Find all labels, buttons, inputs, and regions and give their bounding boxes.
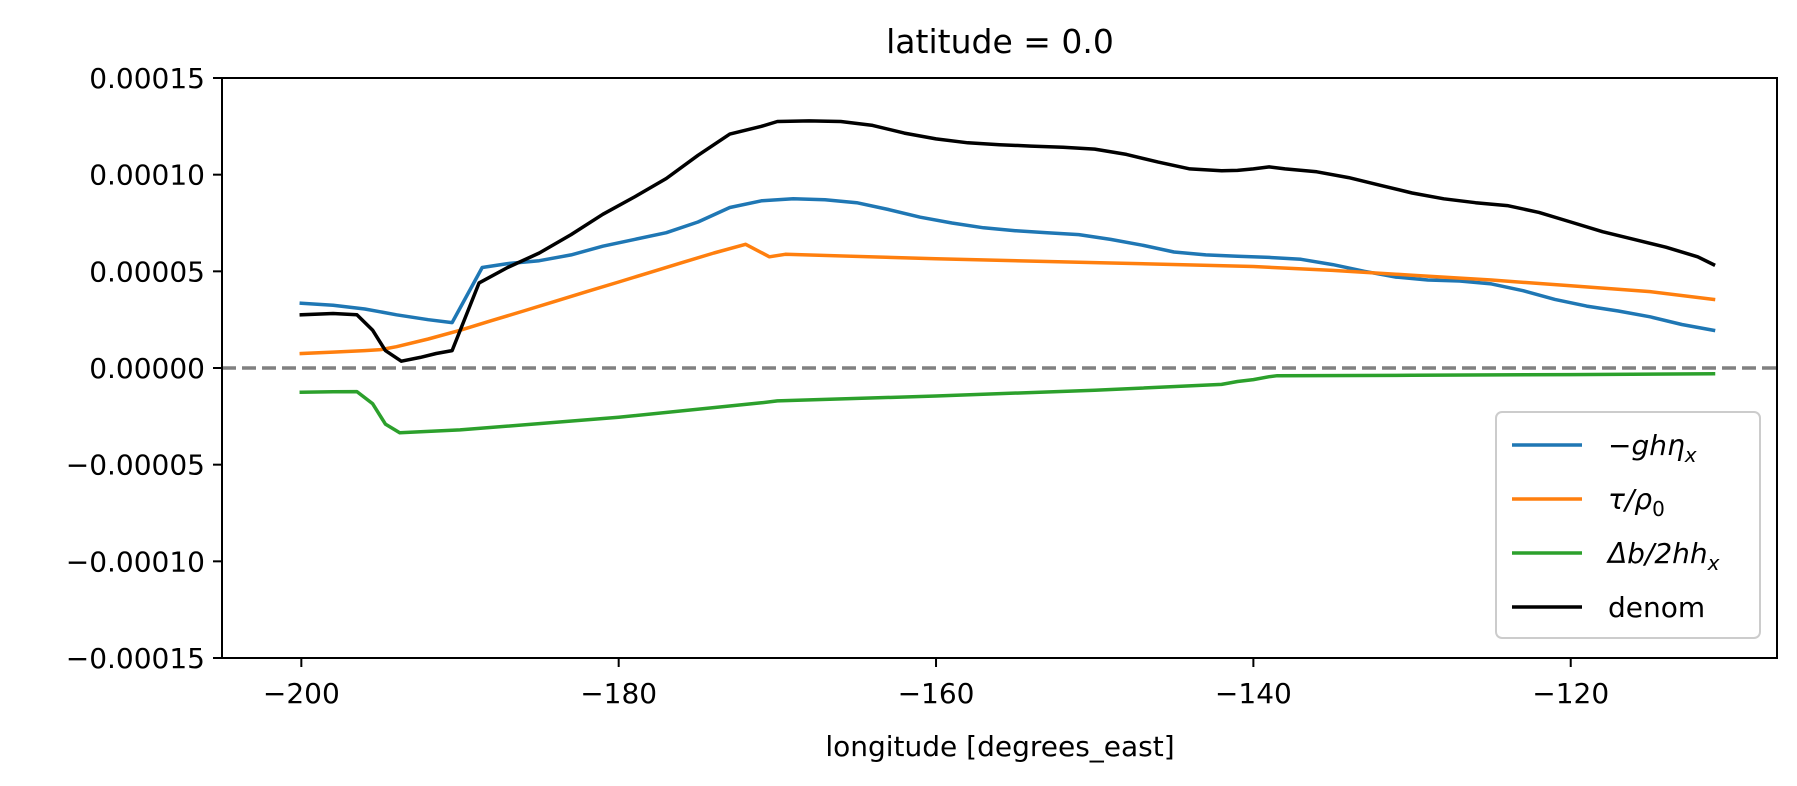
- y-tick-label: −0.00005: [66, 449, 205, 482]
- legend: −ghηx τ/ρ0 Δb/2hhx denom: [1495, 411, 1761, 639]
- x-tick-label: −140: [1215, 677, 1292, 710]
- y-tick-label: −0.00015: [66, 642, 205, 675]
- legend-label-3: Δb/2hhx: [1606, 537, 1720, 575]
- y-axis-ticks: 0.00015 0.00010 0.00005 0.00000 −0.00005 −0.0…: [66, 62, 222, 675]
- series-layer: [299, 119, 1716, 435]
- x-axis-ticks: −200 −180 −160 −140 −120: [263, 658, 1609, 710]
- y-tick-label: −0.00010: [66, 545, 205, 578]
- x-tick-label: −160: [898, 677, 975, 710]
- x-axis-label: longitude [degrees_east]: [825, 730, 1174, 763]
- x-tick-label: −200: [263, 677, 340, 710]
- legend-entries: −ghηx τ/ρ0 Δb/2hhx denom: [1512, 429, 1720, 624]
- x-tick-label: −120: [1532, 677, 1609, 710]
- y-tick-label: 0.00005: [89, 255, 205, 288]
- series-line-2: [299, 242, 1716, 356]
- series-line-4: [299, 119, 1716, 363]
- y-tick-label: 0.00000: [89, 352, 205, 385]
- y-tick-label: 0.00010: [89, 159, 205, 192]
- legend-label-1: −ghηx: [1608, 429, 1697, 467]
- y-tick-label: 0.00015: [89, 62, 205, 95]
- series-line-3: [299, 372, 1716, 435]
- legend-label-4: denom: [1608, 591, 1705, 624]
- chart-title: latitude = 0.0: [886, 22, 1114, 61]
- x-tick-label: −180: [580, 677, 657, 710]
- legend-label-2: τ/ρ0: [1608, 483, 1665, 521]
- legend-box: [1495, 411, 1761, 639]
